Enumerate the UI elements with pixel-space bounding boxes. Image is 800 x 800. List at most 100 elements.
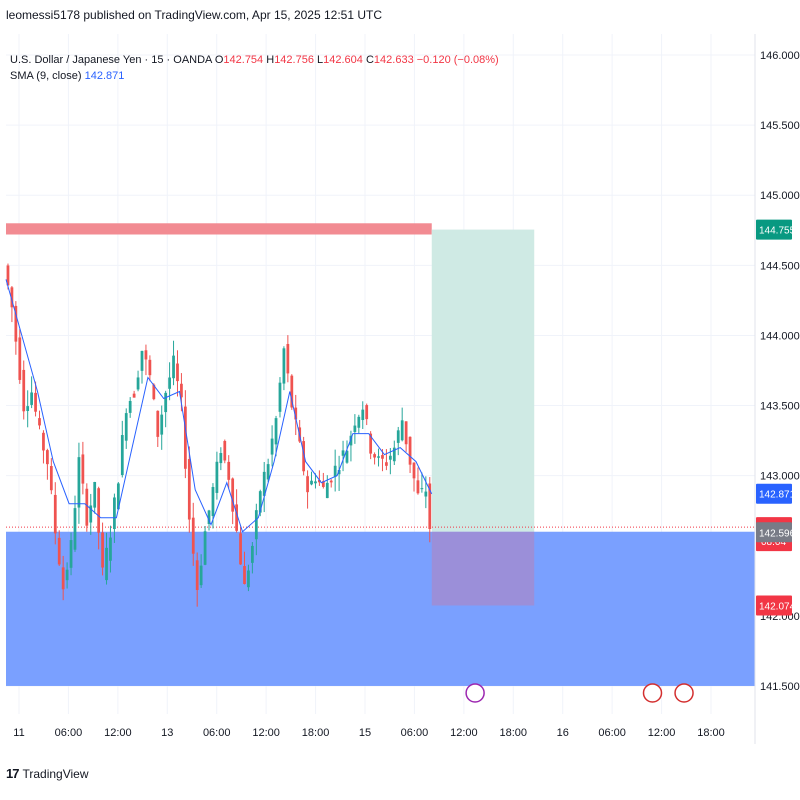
candle-body: [73, 508, 77, 550]
candle-body: [385, 462, 388, 466]
stop-loss-zone: [431, 531, 535, 606]
candle-body: [203, 531, 207, 565]
candle-body: [258, 491, 262, 513]
candle-body: [404, 421, 408, 445]
publisher-line: leomessi5178 published on TradingView.co…: [6, 8, 383, 22]
price-label: 142.871: [759, 490, 796, 501]
legend-symbol[interactable]: U.S. Dollar / Japanese Yen · 15 · OANDA: [10, 54, 212, 66]
candle-body: [38, 418, 41, 426]
candle-body: [341, 450, 345, 456]
y-tick-label: 146.000: [760, 50, 800, 62]
candle-body: [183, 406, 187, 469]
candle-body: [101, 532, 104, 568]
candle-body: [247, 570, 250, 588]
time-axis: 11 06:00 12:00 13 06:00 12:00 18:00 15 06:00 12:0…: [13, 727, 724, 739]
x-tick-label: 12:00: [252, 727, 280, 739]
y-tick-label: 143.500: [760, 401, 800, 413]
legend-close: 142.633: [373, 54, 414, 66]
candle-body: [314, 481, 317, 484]
candle-body: [231, 478, 235, 512]
candle-body: [93, 481, 97, 508]
candle-body: [176, 363, 179, 382]
candle-body: [282, 348, 286, 384]
candle-body: [353, 425, 357, 432]
candle-body: [278, 382, 282, 412]
candle-body: [251, 545, 254, 563]
chart-zones: [6, 223, 755, 686]
candle-body: [57, 537, 61, 565]
y-tick-label: 145.000: [760, 190, 800, 202]
price-label-countdown: 08:04: [761, 537, 786, 548]
candle-body: [219, 453, 223, 464]
candle-body: [14, 305, 18, 342]
candle-body: [140, 350, 144, 371]
x-tick-label: 11: [13, 727, 24, 739]
x-tick-label: 06:00: [401, 727, 429, 739]
candle-body: [325, 482, 329, 499]
event-markers: [465, 683, 694, 703]
candle-body: [191, 517, 195, 554]
candle-body: [329, 480, 333, 483]
target-zone: [431, 229, 535, 532]
candle-body: [373, 454, 376, 458]
price-label-badge: [756, 483, 792, 504]
candle-body: [337, 469, 341, 475]
price-chart[interactable]: 146.000 145.500 145.000 144.500 144.000 143.5…: [0, 34, 800, 744]
candle-body: [148, 359, 152, 376]
y-tick-label: 141.500: [760, 681, 800, 693]
legend-sma-row[interactable]: SMA (9, close) 142.871: [10, 68, 499, 84]
candle-body: [116, 483, 120, 510]
candle-body: [416, 480, 420, 494]
candle-body: [61, 567, 65, 590]
candle-body: [124, 413, 128, 441]
candle-body: [30, 392, 34, 405]
candle-body: [290, 375, 294, 408]
candle-body: [180, 383, 183, 398]
x-tick-label: 12:00: [104, 727, 132, 739]
candle-body: [42, 432, 45, 451]
candle-body: [270, 438, 274, 455]
candle-body: [239, 533, 242, 565]
dividend-icon: [465, 683, 485, 703]
x-tick-label: 15: [359, 727, 371, 739]
candle-body: [46, 450, 49, 465]
x-tick-label: 12:00: [450, 727, 478, 739]
candle-body: [128, 400, 132, 413]
candle-body: [132, 393, 136, 398]
candle-body: [113, 497, 116, 530]
price-label-badge: [756, 522, 792, 543]
us-flag-icon: [674, 683, 694, 703]
candle-body: [349, 435, 353, 446]
candle-body: [26, 406, 30, 411]
candle-body: [345, 450, 349, 463]
candle-body: [381, 455, 384, 459]
candle-body: [392, 447, 396, 462]
y-tick-label: 143.000: [760, 471, 800, 483]
price-label-badge: [756, 219, 792, 240]
legend-sma-value: 142.871: [84, 70, 125, 82]
x-tick-label: 06:00: [203, 727, 231, 739]
candle-body: [306, 476, 309, 493]
candle-body: [97, 488, 101, 533]
us-flag-icon: [642, 683, 663, 703]
candle-body: [274, 418, 278, 445]
candle-body: [361, 409, 365, 421]
x-tick-label: 13: [161, 727, 173, 739]
legend-open-label: O: [214, 54, 224, 66]
chart-series: [5, 263, 433, 607]
candle-body: [168, 377, 171, 389]
candle-body: [254, 510, 258, 540]
candle-body: [400, 420, 404, 441]
candle-body: [318, 479, 321, 483]
candle-body: [333, 465, 337, 477]
candle-body: [420, 488, 424, 490]
x-tick-label: 06:00: [598, 727, 626, 739]
footer[interactable]: 17 TradingView: [6, 766, 89, 781]
candle-body: [227, 461, 231, 480]
candle-body: [412, 462, 416, 479]
candle-body: [53, 494, 57, 534]
candle-body: [69, 540, 73, 568]
candle-body: [365, 405, 369, 420]
candle-body: [266, 464, 270, 480]
price-label: 142.074: [759, 601, 796, 612]
